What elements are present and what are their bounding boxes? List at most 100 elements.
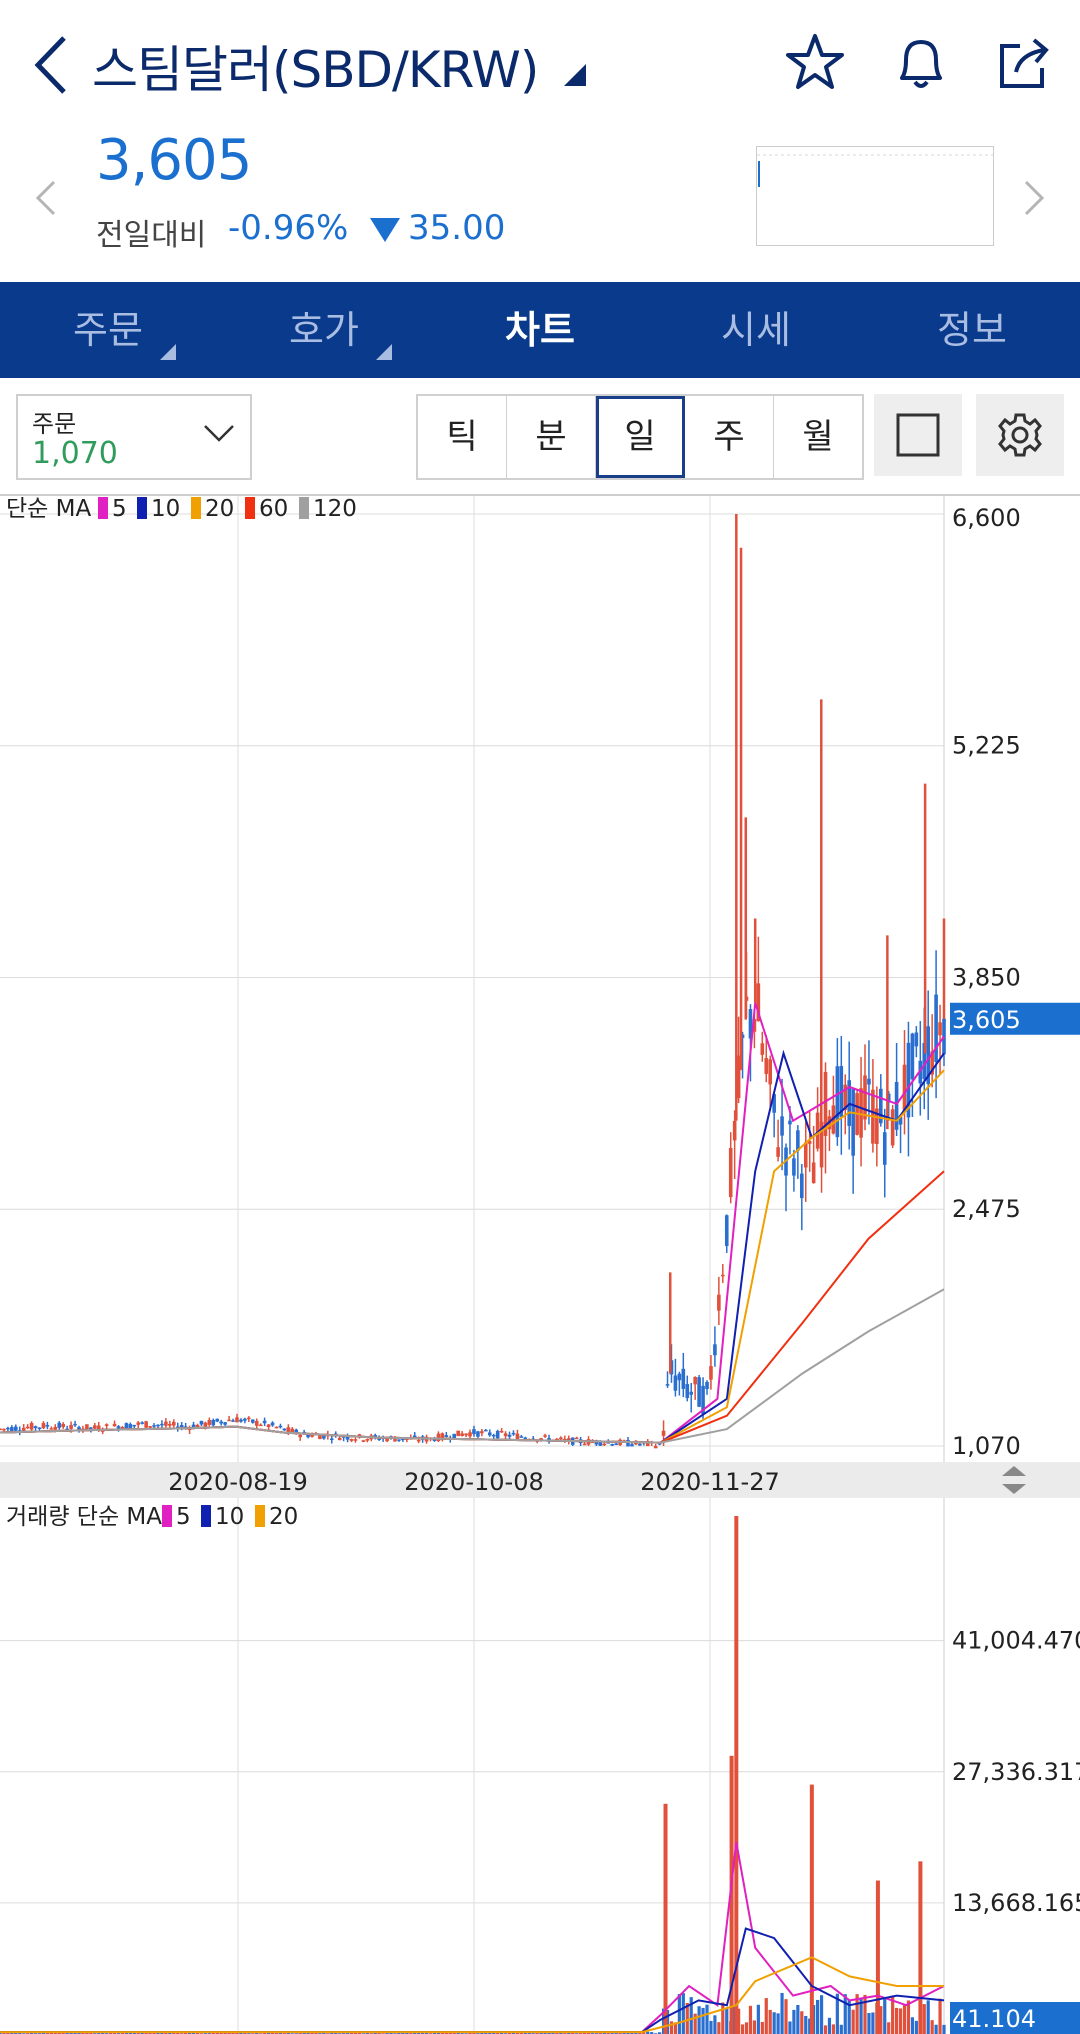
candle-body (46, 1425, 50, 1427)
candle-body (476, 1431, 480, 1436)
volume-bar (734, 1516, 738, 2034)
prev-chevron-icon[interactable] (34, 178, 58, 218)
candle-body (480, 1431, 484, 1433)
candle-body (172, 1422, 176, 1426)
settings-button[interactable] (976, 394, 1064, 476)
period-day[interactable]: 일 (596, 396, 685, 478)
candle-body (283, 1429, 287, 1431)
fullscreen-button[interactable] (874, 394, 962, 476)
candle-body (496, 1431, 500, 1438)
candle-body (231, 1420, 235, 1422)
tab-label: 호가 (289, 308, 359, 352)
candle-body (768, 1059, 772, 1084)
volume-bar (777, 2013, 780, 2034)
candle-body (559, 1438, 563, 1440)
period-minute[interactable]: 분 (507, 396, 596, 478)
candle-body (638, 1444, 642, 1446)
page-title[interactable]: 스팀달러(SBD/KRW) (92, 30, 538, 102)
candle-body (57, 1423, 61, 1428)
candle-body (468, 1432, 472, 1436)
candle-body (460, 1433, 464, 1436)
candle-body (512, 1433, 516, 1435)
volume-bar (780, 1993, 783, 2034)
volume-bar (899, 2008, 902, 2034)
x-tick-label: 2020-10-08 (404, 1468, 543, 1496)
candle-body (504, 1433, 508, 1436)
legend-swatch (191, 497, 201, 519)
next-chevron-icon[interactable] (1022, 178, 1046, 218)
tab-order[interactable]: 주문 (0, 282, 216, 378)
candle-body (38, 1428, 42, 1430)
y-tick-label: 1,070 (952, 1432, 1021, 1460)
candle-body (654, 1446, 658, 1448)
candle-body (215, 1419, 219, 1422)
candle-body (417, 1440, 421, 1442)
candle-body (464, 1434, 468, 1436)
volume-bar (844, 1994, 847, 2034)
candle-body (761, 1043, 765, 1055)
tab-quotes[interactable]: 시세 (648, 282, 864, 378)
tab-label: 차트 (505, 308, 575, 352)
candle-body (697, 1377, 701, 1407)
submenu-corner-icon (376, 344, 392, 360)
tab-chart[interactable]: 차트 (432, 282, 648, 378)
candle-body (520, 1436, 524, 1438)
candle-body (610, 1444, 614, 1446)
volume-bar (717, 2022, 720, 2034)
candle-body (306, 1435, 310, 1437)
share-icon[interactable] (992, 30, 1058, 96)
candle-body (575, 1438, 579, 1440)
candle-body (725, 1215, 729, 1246)
legend-label: 5 (176, 1504, 191, 1530)
volume-bar (670, 2021, 673, 2034)
candle-body (89, 1427, 93, 1429)
volume-bar (810, 1785, 814, 2034)
y-tick-label: 2,475 (952, 1195, 1021, 1223)
candle-body (583, 1444, 587, 1446)
candle-body (259, 1425, 263, 1427)
period-tick[interactable]: 틱 (418, 396, 507, 478)
candle-body (717, 1295, 721, 1311)
volume-bar (820, 1995, 823, 2034)
legend-label: 20 (269, 1504, 298, 1530)
tab-info[interactable]: 정보 (864, 282, 1080, 378)
candle-body (445, 1435, 449, 1437)
star-icon[interactable] (782, 30, 848, 96)
volume-bar (701, 2008, 704, 2034)
candle-body (366, 1439, 370, 1441)
bell-icon[interactable] (888, 30, 954, 96)
y-tick-label: 6,600 (952, 504, 1021, 532)
volume-bar (769, 2010, 772, 2034)
y-tick-label: 27,336.317 (952, 1758, 1080, 1786)
candle-body (180, 1425, 184, 1427)
tab-orderbook[interactable]: 호가 (216, 282, 432, 378)
candle-body (61, 1424, 65, 1427)
period-month[interactable]: 월 (774, 396, 862, 478)
legend-swatch (162, 1505, 172, 1527)
volume-bar (725, 2008, 728, 2034)
dropdown-triangle-icon[interactable] (564, 64, 586, 86)
legend-swatch (98, 497, 108, 519)
back-chevron-icon[interactable] (30, 30, 74, 100)
candle-body (836, 1066, 840, 1137)
candle-body (275, 1427, 279, 1429)
volume-bar (863, 1995, 866, 2034)
candle-body (267, 1425, 271, 1427)
candle-body (6, 1428, 10, 1430)
candle-body (500, 1431, 504, 1433)
candle-body (136, 1422, 140, 1424)
y-tick-label: 5,225 (952, 732, 1021, 760)
candle-body (140, 1422, 144, 1424)
volume-bar (800, 2011, 803, 2034)
chart-toolbar: 주문 1,070 틱 분 일 주 월 (0, 378, 1080, 494)
candle-body (413, 1436, 417, 1438)
period-week[interactable]: 주 (685, 396, 774, 478)
volume-bar (788, 2021, 791, 2034)
candle-body (713, 1344, 717, 1355)
order-select[interactable]: 주문 1,070 (16, 394, 252, 480)
down-triangle-icon (370, 218, 400, 242)
candle-body (330, 1439, 334, 1441)
candle-body (211, 1420, 215, 1425)
